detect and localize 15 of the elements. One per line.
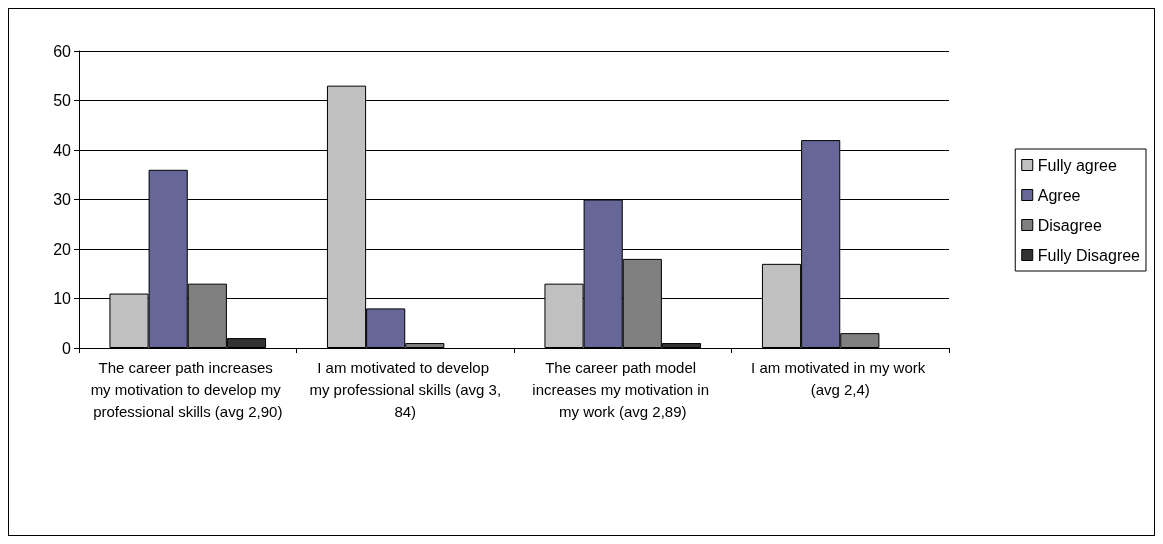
legend-label: Fully agree bbox=[1037, 156, 1117, 174]
x-tick-label: The career path increases my motivation to develop my professional skills (avg 2,90) bbox=[90, 358, 285, 420]
y-tick-label: 30 bbox=[53, 191, 72, 208]
y-tick-label: 0 bbox=[62, 339, 72, 357]
x-tick-label: I am motivated to develop my professional skills (avg 3,84) bbox=[309, 358, 502, 420]
x-tick-label: I am motivated in my work (avg 2,4) bbox=[751, 358, 930, 398]
y-tick-label: 10 bbox=[53, 290, 72, 307]
y-tick-label: 40 bbox=[53, 141, 72, 159]
y-tick-label: 60 bbox=[53, 42, 72, 60]
y-tick-label: 50 bbox=[53, 92, 72, 109]
y-tick-label: 20 bbox=[53, 240, 72, 258]
legend-label: Fully Disagree bbox=[1037, 246, 1141, 264]
x-tick-label: The career path model increases my motivation in my work (avg 2,89) bbox=[532, 358, 714, 420]
legend-label: Disagree bbox=[1037, 216, 1102, 234]
legend-label: Agree bbox=[1037, 186, 1081, 204]
